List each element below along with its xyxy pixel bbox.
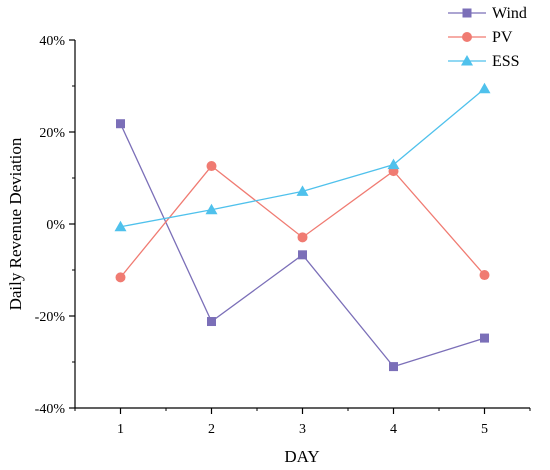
series-pv xyxy=(115,161,490,283)
y-axis-title: Daily Revenue Deviation xyxy=(6,137,25,310)
x-tick-label: 1 xyxy=(117,422,124,437)
series-wind xyxy=(116,119,489,372)
series-line-pv xyxy=(119,165,485,278)
data-point-ess xyxy=(387,158,400,170)
data-point-pv xyxy=(115,272,126,283)
y-tick-label: -20% xyxy=(35,310,66,325)
legend-label-pv: PV xyxy=(492,29,513,46)
legend-marker-pv xyxy=(462,32,472,42)
series-line-ess xyxy=(120,88,485,228)
y-axis-ticks: 40% 20% 0% -20% -40% xyxy=(35,34,75,417)
series-layer xyxy=(114,82,491,372)
x-tick-label: 5 xyxy=(481,422,488,437)
legend-label-wind: Wind xyxy=(492,5,527,22)
data-point-ess xyxy=(114,220,127,232)
x-axis-title: DAY xyxy=(284,447,319,466)
x-tick-label: 4 xyxy=(390,422,397,437)
legend-marker-wind xyxy=(462,8,472,18)
data-point-wind xyxy=(207,317,216,327)
series-line-wind xyxy=(119,123,485,368)
x-axis-ticks: 1 2 3 4 5 xyxy=(74,408,531,437)
y-tick-label: 0% xyxy=(46,218,65,233)
legend-item-wind: Wind xyxy=(448,5,527,22)
data-point-ess xyxy=(296,185,309,196)
x-tick-label: 2 xyxy=(208,422,215,437)
legend-item-ess: ESS xyxy=(448,53,520,70)
x-tick-label: 3 xyxy=(299,422,306,437)
data-point-wind xyxy=(298,250,307,260)
legend-item-pv: PV xyxy=(448,29,513,46)
data-point-wind xyxy=(480,333,489,343)
data-point-pv xyxy=(479,270,490,281)
y-tick-label: -40% xyxy=(35,402,66,417)
legend: Wind PV ESS xyxy=(448,5,527,70)
legend-marker-ess xyxy=(461,55,473,66)
plot-area xyxy=(74,40,530,409)
y-tick-label: 20% xyxy=(39,126,65,141)
data-point-wind xyxy=(389,362,398,372)
series-ess xyxy=(114,82,491,232)
legend-label-ess: ESS xyxy=(492,53,520,70)
data-point-pv xyxy=(206,161,217,172)
data-point-pv xyxy=(297,232,308,243)
data-point-wind xyxy=(116,119,125,129)
data-point-ess xyxy=(478,82,491,94)
data-point-ess xyxy=(205,203,218,215)
y-tick-label: 40% xyxy=(39,34,65,49)
